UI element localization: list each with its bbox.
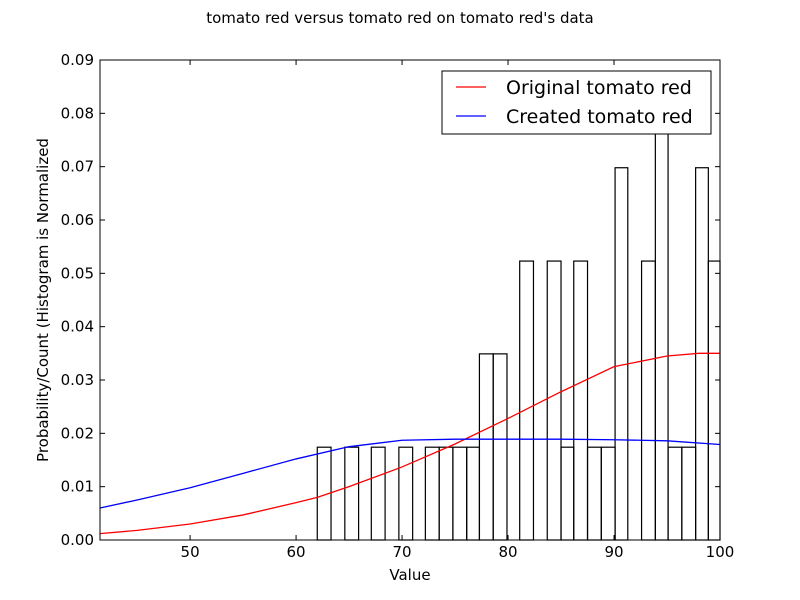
plot-background <box>100 60 720 540</box>
series-line <box>99 352 720 535</box>
plot-area: 50 60 70 80 90 100 0.000.010.020.030.040.050.… <box>61 51 735 561</box>
x-tick-label: 70 <box>393 543 412 561</box>
x-axis-ticks: 50 60 70 80 90 100 <box>181 60 735 561</box>
x-tick-label: 60 <box>287 543 306 561</box>
y-tick-label: 0.00 <box>61 531 94 549</box>
series-lines <box>99 352 721 535</box>
x-tick-label: 100 <box>706 543 735 561</box>
y-axis-ticks: 0.00 0.01 0.02 0.03 0.04 0.05 0.06 0.07 0.08 0.09 <box>61 51 720 549</box>
x-tick-label: 50 <box>181 543 200 561</box>
y-tick-label: 0.03 <box>61 371 94 389</box>
legend-label: Created tomato red <box>506 106 693 128</box>
y-tick-label: 0.04 <box>61 318 94 336</box>
y-tick-label: 0.02 <box>61 424 94 442</box>
legend-label: Original tomato red <box>506 77 692 99</box>
legend: Original tomato red Created tomato red <box>441 70 712 135</box>
y-tick-label: 0.01 <box>61 478 94 496</box>
y-tick-label: 0.06 <box>61 211 94 229</box>
y-axis-label: Probability/Count (Histogram is Normaliz… <box>34 138 52 462</box>
x-axis-label: Value <box>389 566 430 584</box>
chart-title: tomato red versus tomato red on tomato r… <box>206 9 594 27</box>
y-tick-label: 0.05 <box>61 264 94 282</box>
series-line <box>99 438 721 509</box>
y-tick-label: 0.07 <box>61 158 94 176</box>
plot-frame <box>99 59 721 541</box>
y-tick-label: 0.09 <box>61 51 94 69</box>
legend-box <box>441 70 712 135</box>
y-tick-label: 0.08 <box>61 104 94 122</box>
x-tick-label: 90 <box>604 543 623 561</box>
x-tick-label: 80 <box>498 543 517 561</box>
